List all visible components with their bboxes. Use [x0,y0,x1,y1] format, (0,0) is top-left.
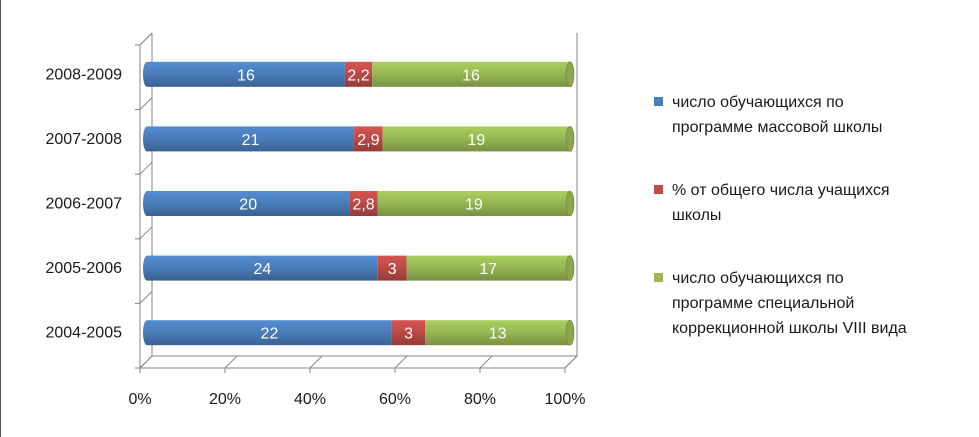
bar-segment-1 [391,320,426,346]
bar-segment-1 [377,255,407,281]
wall-gridline [139,32,153,46]
floor-gridline [309,355,323,369]
data-label: 2,9 [357,132,379,149]
legend-item-special-school: число обучающихся по программе специальн… [640,266,975,341]
data-label: 2,8 [352,197,374,214]
y-category-label: 2004-2005 [45,325,122,342]
bar-segment-0 [147,255,378,281]
data-label: 2,2 [347,67,369,84]
data-label: 16 [462,67,480,84]
legend-swatch-blue [654,97,663,106]
bar-cap-left [143,255,151,281]
legend-label-line: коррекционной школы VIII вида [672,320,907,337]
bar-segment-0 [147,126,355,152]
floor-gridline [224,355,238,369]
bar-segment-2 [382,126,570,152]
data-label: 17 [479,261,497,278]
bar-segment-1 [354,126,383,152]
bar-segment-2 [425,320,570,346]
y-category-label: 2006-2007 [45,196,122,213]
bar-cap-right [565,255,575,281]
floor-gridline [564,355,578,369]
bar-cap-left [143,191,151,216]
wall-gridline [139,291,153,304]
x-tick-label: 40% [294,391,326,408]
legend-item-percent: % от общего числа учащихся школы [640,178,975,228]
legend-swatch-green [654,273,663,282]
legend: число обучающихся по программе массовой … [640,90,975,341]
data-label: 16 [237,67,255,84]
floor-gridline [479,355,493,369]
legend-label-line: число обучающихся по [672,94,844,111]
x-tick-label: 80% [464,391,496,408]
x-tick-label: 20% [209,391,241,408]
bar-cap-left [143,126,151,152]
legend-label-line: % от общего числа учащихся [672,182,890,199]
y-category-label: 2007-2008 [45,131,122,148]
bar-segment-0 [147,61,345,87]
y-category-label: 2005-2006 [45,260,122,277]
bar-cap-right [565,190,575,217]
data-label: 3 [388,261,397,278]
bar-segment-1 [349,191,378,216]
data-label: 22 [261,326,279,343]
data-label: 19 [467,132,485,149]
wall-gridline [139,97,153,110]
legend-label-line: программе специальной [672,295,855,312]
bar-segment-2 [377,191,570,216]
bar-segment-1 [344,61,373,87]
data-label: 21 [242,132,260,149]
wall-gridline [139,226,153,240]
data-label: 20 [239,197,257,214]
data-label: 13 [489,326,507,343]
bar-segment-0 [147,320,392,346]
legend-swatch-red [654,185,663,194]
bar-segment-2 [372,61,570,87]
wall-gridline [139,161,153,175]
bar-cap-left [143,61,151,87]
wall-gridline [139,355,153,369]
x-tick-label: 60% [379,391,411,408]
bar-cap-right [565,319,575,346]
x-tick-label: 0% [128,391,151,408]
bar-segment-0 [147,191,350,216]
bar-segment-2 [406,255,570,281]
data-label: 19 [465,197,483,214]
bar-cap-right [565,61,575,88]
bar-cap-left [143,320,151,346]
data-label: 24 [253,261,271,278]
legend-label-line: число обучающихся по [672,270,844,287]
bar-cap-right [565,126,575,152]
floor-gridline [394,355,408,369]
legend-item-mass-school: число обучающихся по программе массовой … [640,90,975,140]
data-label: 3 [404,326,413,343]
y-category-label: 2008-2009 [45,66,122,83]
legend-label-line: программе массовой школы [672,119,883,136]
legend-label-line: школы [672,207,722,224]
x-tick-label: 100% [545,391,586,408]
